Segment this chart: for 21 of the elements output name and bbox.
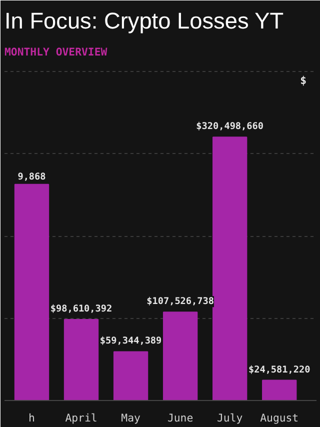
x-tick-label: August [260,412,299,424]
chart-title: In Focus: Crypto Losses YT [4,8,284,34]
x-tick-label: July [217,412,243,424]
x-tick-label: April [65,412,98,424]
data-label: $320,498,660 [196,121,264,132]
bar [212,136,248,400]
bar [162,312,198,400]
annotation: 9,868 [18,171,46,182]
x-tick-label: h [28,412,35,424]
chart-subtitle: MONTHLY OVERVIEW [4,46,108,58]
data-label: $24,581,220 [248,364,311,376]
data-label: $98,610,392 [50,303,112,314]
x-tick-label: May [121,412,140,424]
x-tick-label: June [167,412,194,424]
bar [14,184,50,400]
bar [262,380,297,400]
data-label: $59,344,389 [100,336,162,347]
bar [64,318,99,400]
annotation: $ [300,74,307,88]
bar [113,351,148,400]
data-label: $107,526,738 [146,296,214,308]
